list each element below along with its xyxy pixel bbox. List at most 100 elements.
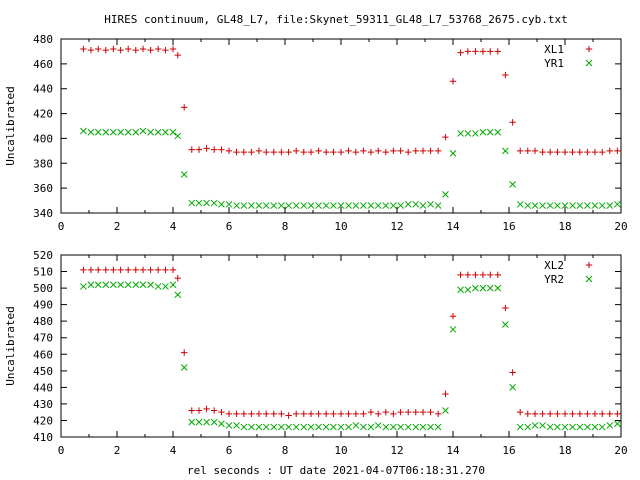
x-tick-label: 2 [114, 220, 121, 233]
y-tick-label: 450 [33, 365, 53, 378]
data-point [330, 148, 337, 156]
data-point [591, 202, 599, 209]
series-xl1 [80, 45, 621, 156]
data-point [147, 46, 154, 54]
data-point [285, 423, 292, 431]
y-tick-label: 340 [33, 207, 53, 220]
data-point [80, 127, 87, 135]
x-tick-label: 10 [334, 444, 347, 457]
data-point [248, 202, 255, 209]
x-tick-label: 0 [58, 220, 65, 233]
data-point [405, 408, 412, 416]
data-point [132, 46, 139, 54]
data-point [330, 410, 337, 418]
data-point [322, 202, 330, 209]
y-tick-label: 470 [33, 332, 53, 345]
data-point [457, 49, 464, 56]
data-point [322, 148, 330, 156]
data-point [181, 349, 188, 356]
data-point [270, 148, 277, 156]
data-point [502, 147, 509, 155]
data-point [352, 148, 360, 156]
y-tick-label: 480 [33, 33, 53, 46]
data-point [352, 422, 360, 429]
x-tick-label: 20 [614, 220, 627, 233]
data-point [367, 408, 375, 416]
y-tick-label: 410 [33, 431, 53, 444]
data-point [449, 326, 457, 333]
data-point [419, 423, 427, 431]
legend-marker [585, 275, 593, 283]
data-point [154, 266, 162, 274]
y-tick-label: 460 [33, 58, 53, 71]
data-point [203, 405, 210, 413]
data-point [233, 422, 240, 429]
bottom-panel: 0 2 4 6 8 10 12 14 16 18 20 410 420 430 440 450 460 470 48… [4, 249, 628, 457]
x-tick-label: 0 [58, 444, 65, 457]
data-point [94, 281, 102, 289]
data-point [599, 410, 606, 418]
data-point [524, 423, 532, 431]
data-point [110, 128, 117, 136]
data-point [174, 291, 182, 299]
legend-label: XL1 [544, 43, 564, 56]
data-point [404, 423, 412, 431]
data-point [584, 202, 591, 209]
data-point [539, 422, 546, 429]
data-point [531, 422, 539, 429]
data-point [464, 48, 472, 55]
data-point [337, 410, 345, 418]
data-point [598, 202, 606, 209]
data-point [255, 147, 263, 155]
data-point [195, 146, 203, 153]
data-point [598, 423, 606, 431]
legend-marker [585, 261, 593, 269]
data-point [472, 284, 479, 292]
data-point [412, 423, 420, 431]
data-point [427, 423, 434, 431]
y-tick-label: 520 [33, 249, 53, 262]
plot-frame [60, 38, 622, 214]
x-tick-label: 6 [226, 444, 233, 457]
data-point [382, 408, 389, 416]
data-point [188, 146, 195, 153]
data-point [337, 148, 345, 156]
data-point [487, 271, 494, 279]
data-point [382, 423, 390, 431]
data-point [218, 146, 225, 153]
data-point [464, 130, 472, 137]
data-point [546, 148, 554, 156]
data-point [569, 202, 576, 209]
y-tick-label: 430 [33, 398, 53, 411]
x-tick-label: 16 [502, 444, 515, 457]
x-tick-label: 10 [334, 220, 347, 233]
data-point [390, 423, 397, 431]
data-point [203, 418, 210, 426]
y-axis-label: Uncalibrated [4, 306, 17, 385]
x-tick-label: 18 [558, 220, 571, 233]
data-point [427, 147, 434, 155]
data-point [412, 200, 420, 208]
data-point [509, 384, 516, 391]
data-point [502, 321, 509, 328]
data-point [147, 281, 154, 289]
data-point [531, 147, 539, 155]
data-point [307, 148, 315, 156]
y-tick-label: 500 [33, 282, 53, 295]
data-point [472, 271, 479, 279]
legend-marker [585, 45, 593, 53]
data-point [606, 202, 614, 209]
data-point [162, 128, 169, 136]
data-point [427, 200, 434, 208]
x-tick-label: 14 [446, 444, 460, 457]
data-point [210, 146, 218, 153]
data-point [517, 147, 524, 155]
data-point [367, 202, 375, 209]
data-point [576, 410, 584, 418]
data-point [516, 200, 524, 208]
data-point [263, 410, 270, 418]
data-point [472, 130, 479, 137]
x-tick-label: 6 [226, 220, 233, 233]
data-point [412, 408, 419, 416]
data-point [434, 147, 442, 155]
